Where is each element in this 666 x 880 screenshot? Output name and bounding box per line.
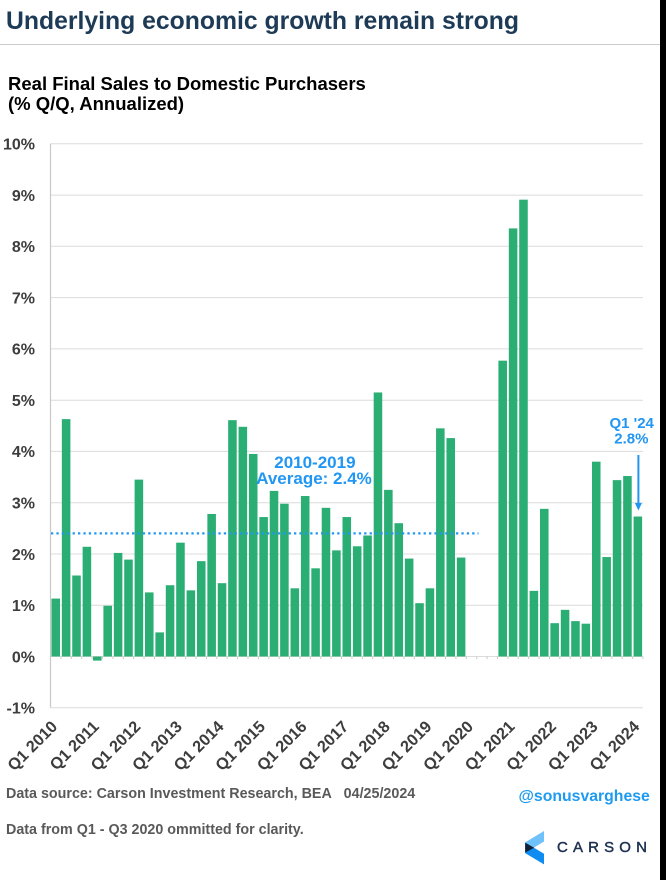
svg-text:4%: 4%: [12, 444, 35, 461]
svg-text:9%: 9%: [12, 188, 35, 205]
svg-text:7%: 7%: [12, 290, 35, 307]
svg-text:-1%: -1%: [7, 701, 35, 718]
svg-text:5%: 5%: [12, 393, 35, 410]
svg-text:8%: 8%: [12, 239, 35, 256]
svg-text:Q1 '24: Q1 '24: [609, 415, 654, 432]
svg-text:Average: 2.4%: Average: 2.4%: [256, 469, 372, 488]
svg-text:6%: 6%: [12, 342, 35, 359]
svg-text:3%: 3%: [12, 496, 35, 513]
svg-text:1%: 1%: [12, 598, 35, 615]
svg-text:2010-2019: 2010-2019: [274, 453, 355, 472]
svg-text:2%: 2%: [12, 547, 35, 564]
svg-text:10%: 10%: [3, 137, 35, 154]
svg-text:2.8%: 2.8%: [614, 431, 648, 448]
svg-text:0%: 0%: [12, 649, 35, 666]
